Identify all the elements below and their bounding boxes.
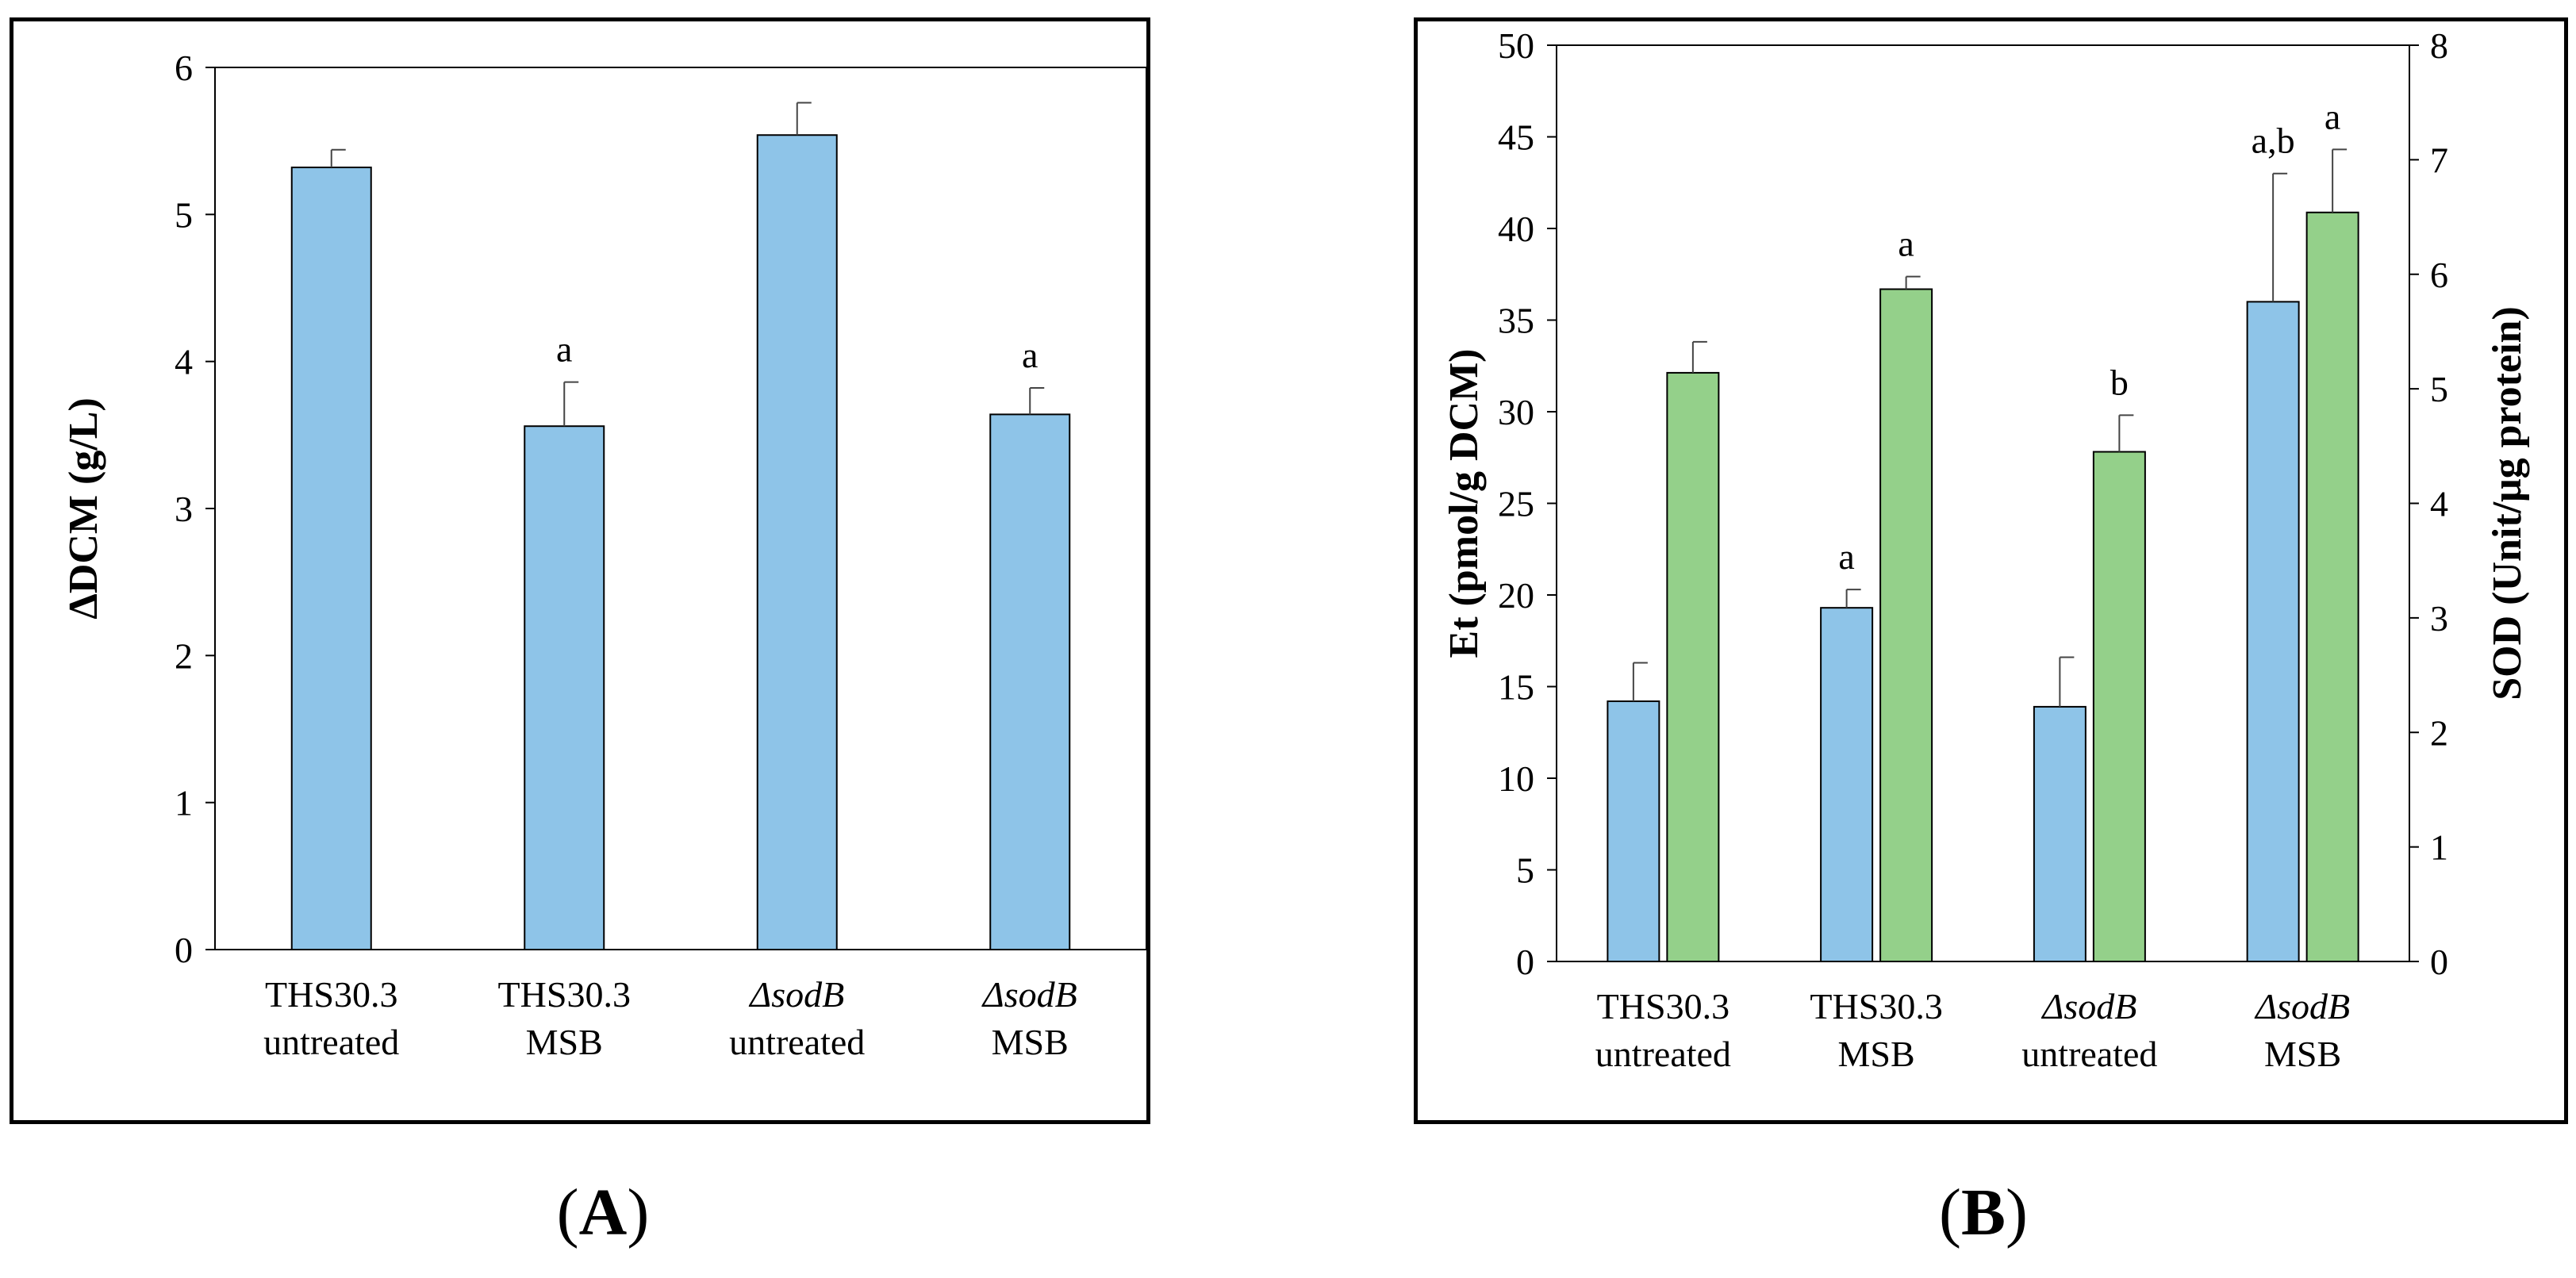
bar [989, 413, 1071, 950]
x-tick-label-line2: MSB [1838, 1034, 1915, 1074]
bar [2092, 451, 2146, 962]
y-tick-label: 5 [1516, 850, 1534, 891]
y-tick-label: 4 [175, 342, 193, 382]
x-tick-label-line2: untreated [2021, 1034, 2157, 1074]
y2-tick-label: 7 [2430, 140, 2448, 180]
chart-panel-b: 0 5 10 15 20 25 30 35 40 45 50 0 1 2 3 4 5 6 7 8 Et (pmol/g … [1414, 17, 2568, 1124]
significance-label: a [1898, 224, 1914, 264]
bar [1820, 607, 1874, 962]
bar [290, 167, 372, 950]
bar [1879, 288, 1933, 962]
y-tick-label: 6 [175, 48, 193, 88]
significance-label: a [2325, 96, 2340, 136]
bar [1666, 371, 1720, 963]
x-tick-label-line2: untreated [729, 1022, 865, 1062]
y2-tick-label: 1 [2430, 827, 2448, 868]
y-axis-label: ΔDCM (g/L) [61, 397, 106, 620]
x-tick-label-line2: MSB [526, 1022, 603, 1062]
y-tick-label: 15 [1498, 667, 1534, 708]
x-tick-label-line2: untreated [1595, 1034, 1731, 1074]
bar [2033, 705, 2087, 962]
y-tick-label: 50 [1498, 25, 1534, 66]
x-tick-label-line2: MSB [992, 1022, 1069, 1062]
y-tick-label: 0 [1516, 942, 1534, 982]
y-tick-label: 30 [1498, 392, 1534, 432]
y-tick-label: 20 [1498, 575, 1534, 616]
y2-tick-label: 0 [2430, 942, 2448, 982]
x-tick-label: ΔsodB [748, 974, 844, 1015]
y-tick-label: 0 [175, 930, 193, 970]
x-tick-label: THS30.3 [498, 974, 631, 1015]
y2-tick-label: 4 [2430, 484, 2448, 524]
panel-label-b: (B) [1939, 1176, 2028, 1249]
x-tick-label-line2: MSB [2264, 1034, 2341, 1074]
x-tick-label-line2: untreated [263, 1022, 399, 1062]
x-tick-label: THS30.3 [1810, 986, 1942, 1027]
y-tick-label: 2 [175, 635, 193, 676]
y-tick-label: 5 [175, 194, 193, 235]
bar [1607, 700, 1660, 962]
chart-panel-a: 0 1 2 3 4 5 6 ΔDCM (g/L) THS30.3 untreated THS30.3… [10, 17, 1150, 1124]
y2-axis-label: SOD (Unit/μg protein) [2485, 306, 2530, 700]
y2-tick-label: 3 [2430, 598, 2448, 639]
y2-tick-label: 8 [2430, 25, 2448, 66]
x-tick-label: ΔsodB [2254, 986, 2350, 1027]
x-tick-label: THS30.3 [1597, 986, 1729, 1027]
x-tick-label: THS30.3 [265, 974, 397, 1015]
bar [524, 425, 605, 951]
significance-label: a [1022, 335, 1038, 375]
significance-label: a [1838, 536, 1854, 577]
bar [2305, 211, 2359, 963]
y2-tick-label: 5 [2430, 369, 2448, 409]
chart-a-svg: 0 1 2 3 4 5 6 ΔDCM (g/L) THS30.3 untreated THS30.3… [61, 48, 1146, 1062]
y-tick-label: 40 [1498, 209, 1534, 249]
panel-label-a: (A) [556, 1176, 650, 1249]
y-tick-label: 45 [1498, 117, 1534, 158]
bar [756, 134, 838, 951]
y2-tick-label: 2 [2430, 712, 2448, 753]
significance-label: a [556, 329, 572, 370]
y2-tick-label: 6 [2430, 255, 2448, 295]
y-tick-label: 35 [1498, 301, 1534, 341]
significance-label: a,b [2252, 121, 2295, 161]
x-tick-label: ΔsodB [981, 974, 1077, 1015]
y-tick-label: 1 [175, 783, 193, 823]
y-axis-label: Et (pmol/g DCM) [1442, 349, 1487, 658]
y-tick-label: 3 [175, 489, 193, 529]
x-tick-label: ΔsodB [2040, 986, 2136, 1027]
bar [2246, 301, 2300, 962]
significance-label: b [2110, 362, 2129, 402]
y-tick-label: 10 [1498, 758, 1534, 799]
y-tick-label: 25 [1498, 484, 1534, 524]
